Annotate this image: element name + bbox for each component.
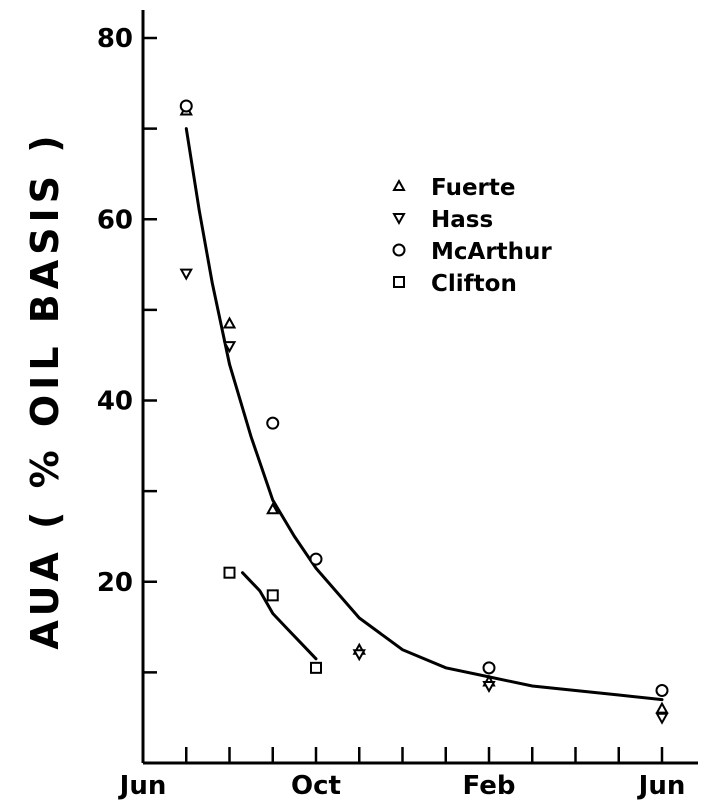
data-point-mcarthur bbox=[309, 552, 323, 566]
data-point-hass bbox=[352, 649, 366, 662]
data-point-hass bbox=[179, 268, 193, 281]
x-tick-label: Feb bbox=[463, 771, 516, 801]
y-tick-label: 80 bbox=[97, 24, 133, 54]
data-point-mcarthur bbox=[266, 416, 280, 430]
data-point-clifton bbox=[310, 661, 322, 674]
data-point-fuerte bbox=[655, 701, 669, 714]
data-point-fuerte bbox=[222, 316, 237, 329]
data-point-clifton bbox=[223, 566, 236, 579]
legend-marker-fuerte bbox=[392, 178, 406, 191]
data-point-hass bbox=[482, 680, 496, 694]
legend-label-clifton: Clifton bbox=[431, 271, 517, 297]
legend-marker-clifton bbox=[393, 276, 405, 288]
data-point-mcarthur bbox=[179, 99, 193, 113]
data-point-mcarthur bbox=[655, 684, 669, 697]
x-tick-label: Oct bbox=[291, 771, 341, 801]
fit-curve-2 bbox=[241, 571, 318, 661]
fit-curve-1 bbox=[184, 127, 664, 702]
data-point-hass bbox=[222, 341, 237, 354]
legend-marker-hass bbox=[392, 213, 406, 226]
x-tick-label: Jun bbox=[637, 771, 686, 801]
y-tick-label: 60 bbox=[97, 205, 133, 235]
data-point-clifton bbox=[266, 589, 279, 602]
legend-label-hass: Hass bbox=[431, 207, 493, 233]
legend-marker-mcarthur bbox=[392, 243, 406, 257]
y-tick-label: 40 bbox=[97, 387, 133, 417]
data-point-hass bbox=[655, 712, 669, 725]
data-point-mcarthur bbox=[482, 661, 496, 675]
y-axis-label: AUA ( % OIL BASIS ) bbox=[23, 130, 67, 649]
legend-label-fuerte: Fuerte bbox=[431, 175, 515, 201]
data-point-fuerte bbox=[266, 502, 280, 515]
y-tick-label: 20 bbox=[97, 568, 133, 598]
legend-label-mcarthur: McArthur bbox=[431, 239, 552, 265]
x-tick-label: Jun bbox=[118, 771, 167, 801]
